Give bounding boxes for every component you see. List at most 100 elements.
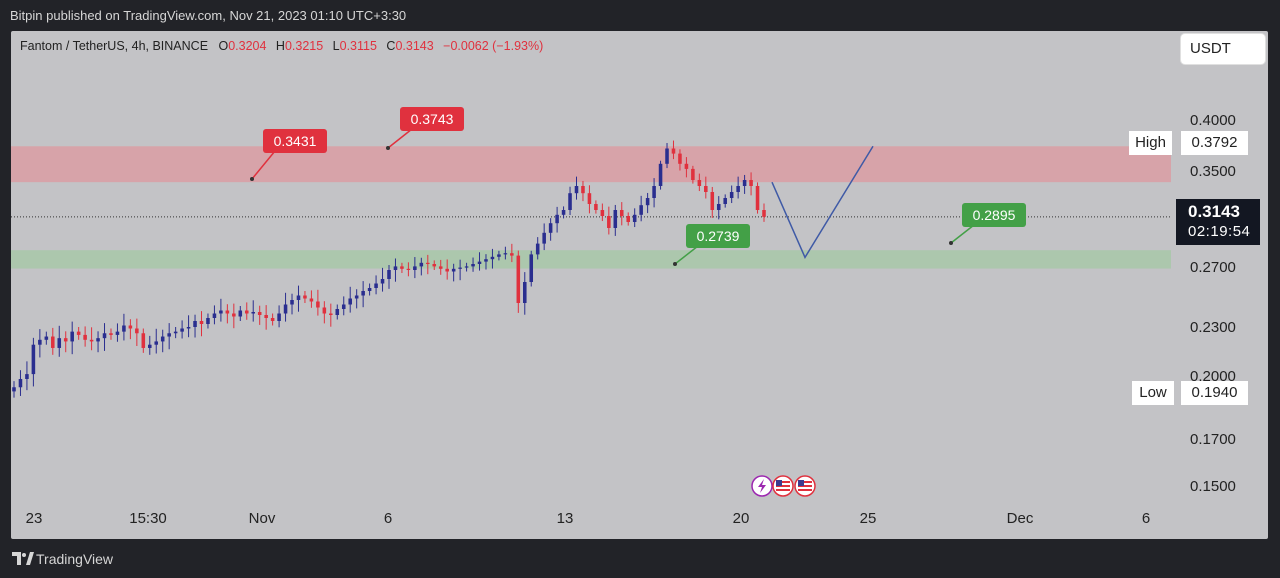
candle-body [749,180,753,186]
candle-body [684,163,689,169]
candle-body [76,331,81,335]
y-tick: 0.4000 [1190,112,1236,129]
candle-body [283,304,288,314]
last-price-tag: 0.3143 02:19:54 [1176,199,1260,245]
callout-anchor [673,262,677,266]
candle-body [632,214,637,222]
candle-body [109,333,113,335]
candle-body [568,193,572,210]
candle-body [477,261,482,264]
candle-body [665,148,669,164]
candle-body [316,301,320,308]
candle-body [264,315,268,318]
candle-body [309,298,314,302]
candle-body [594,204,598,210]
lightning-icon[interactable] [751,475,773,497]
x-tick: 15:30 [129,510,167,527]
candle-body [154,341,159,345]
candle-body [173,331,178,334]
x-tick: 6 [383,510,393,527]
candle-body [704,186,708,192]
callout-pointer [950,224,975,244]
candle-body [535,243,540,255]
callout-box [962,203,1026,227]
candle-body [96,338,100,342]
callout-anchor [949,241,953,245]
callout-box [400,107,464,131]
candle-body [329,313,333,315]
support-callout[interactable]: 0.2895 [949,203,1026,245]
candle-body [742,180,747,186]
candle-body [400,266,404,269]
brand-name[interactable]: TradingView [36,551,114,567]
candle-body [555,214,559,224]
candle-body [335,309,340,315]
candle-body [141,333,146,348]
candle-body [691,168,695,180]
candlestick-series [12,140,766,398]
us-flag-icon[interactable] [794,475,816,497]
candle-body [135,328,139,334]
candle-body [199,321,204,324]
chart-frame[interactable]: 0.3431 0.3743 0.2739 0.2895 [11,31,1268,539]
resistance-zone [11,146,1171,183]
candle-body [522,282,527,303]
candle-body [238,310,243,317]
candle-body [225,310,230,314]
candle-body [671,148,676,154]
candle-body [206,318,210,324]
support-callout[interactable]: 0.2739 [673,224,750,266]
low-tag-value: 0.1940 [1181,381,1248,405]
candle-body [438,266,443,269]
support-zone [11,250,1171,269]
candle-body [471,264,475,267]
candle-body [219,310,223,314]
candle-body [244,310,249,314]
candle-body [44,336,49,340]
callout-pointer [387,128,413,149]
candle-body [529,254,534,282]
candle-body [613,210,618,228]
resistance-callout[interactable]: 0.3743 [386,107,464,150]
y-tick: 0.2300 [1190,319,1236,336]
candle-body [367,288,372,291]
candle-body [257,312,262,315]
callout-label: 0.3431 [274,133,317,149]
candle-body [497,254,501,257]
candle-body [658,163,663,186]
x-tick: 23 [25,510,43,527]
callout-anchor [386,146,390,150]
candle-body [186,327,191,329]
candle-body [167,333,171,337]
candle-body [18,379,23,388]
candle-body [341,304,346,309]
candle-body [645,198,650,206]
candle-body [639,205,643,215]
events-markers[interactable] [751,475,819,499]
candle-body [128,325,133,329]
price-chart[interactable]: 0.3431 0.3743 0.2739 0.2895 [11,31,1268,539]
open-value: 0.3204 [228,39,267,53]
candle-body [723,198,727,204]
candle-body [83,334,87,340]
resistance-callout[interactable]: 0.3431 [250,129,327,181]
currency-selector[interactable]: USDT [1181,34,1265,64]
candle-body [626,216,631,222]
candle-body [89,339,94,342]
candle-body [51,336,55,348]
candle-body [232,313,236,317]
candle-body [729,192,734,198]
candle-body [193,321,197,327]
candle-body [710,192,715,210]
candle-body [147,344,152,348]
candle-body [426,262,430,264]
close-label: C [386,39,396,53]
tradingview-logo-icon[interactable] [12,552,34,566]
y-tick: 0.1500 [1190,478,1236,495]
candle-body [160,336,165,342]
open-label: O [218,39,229,53]
high-tag-label: High [1129,131,1172,155]
candle-body [296,295,301,300]
us-flag-icon[interactable] [772,475,794,497]
candle-body [762,210,766,217]
